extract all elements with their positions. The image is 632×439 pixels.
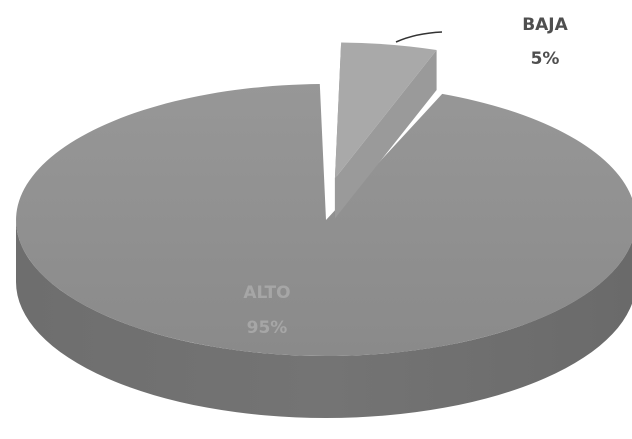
slice-top-alto [16, 84, 632, 356]
slice-cut-baja [334, 49, 437, 219]
slice-side-alto [16, 220, 632, 418]
slice-label-alto-name: ALTO [243, 283, 290, 303]
baja-leader-line [395, 31, 443, 43]
slice-label-alto-value: 95% [247, 318, 288, 338]
slice-top-baja [334, 42, 437, 179]
slice-label-baja-name: BAJA [522, 15, 568, 35]
slice-label-baja-value: 5% [531, 49, 560, 69]
